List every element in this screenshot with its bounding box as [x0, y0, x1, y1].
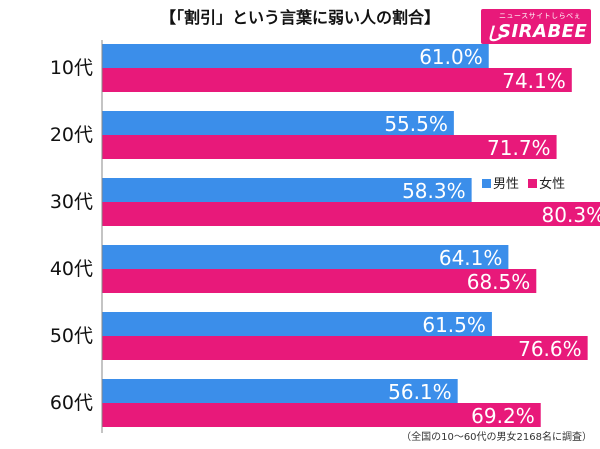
- bar-male: [102, 44, 489, 68]
- value-label-female: 71.7%: [487, 136, 551, 160]
- legend-label-female: 女性: [539, 177, 566, 192]
- value-label-female: 74.1%: [502, 69, 566, 93]
- bar-female: [102, 336, 588, 360]
- logo-subtext: ニュースサイトしらべぇ: [499, 12, 582, 20]
- value-label-female: 80.3%: [542, 203, 600, 227]
- value-label-male: 58.3%: [402, 179, 466, 203]
- footnote: （全国の10〜60代の男女2168名に調査）: [401, 432, 592, 443]
- sirabee-logo: し ニュースサイトしらべぇ SIRABEE: [481, 9, 591, 45]
- value-label-male: 56.1%: [388, 380, 452, 404]
- legend-item-female: 女性: [528, 177, 565, 192]
- category-label: 10代: [50, 57, 93, 79]
- legend: 男性 女性: [478, 172, 575, 193]
- bar-male: [102, 245, 509, 269]
- category-label: 60代: [50, 392, 93, 414]
- legend-item-male: 男性: [482, 177, 523, 192]
- bar-female: [102, 202, 600, 226]
- legend-label-male: 男性: [493, 177, 520, 192]
- category-label: 40代: [50, 258, 93, 280]
- value-label-male: 61.5%: [422, 313, 486, 337]
- value-label-male: 64.1%: [439, 246, 503, 270]
- logo-text: SIRABEE: [498, 21, 588, 42]
- category-label: 20代: [50, 124, 93, 146]
- bar-male: [102, 111, 454, 135]
- bar-male: [102, 178, 472, 202]
- value-label-female: 68.5%: [467, 270, 531, 294]
- bar-female: [102, 135, 557, 159]
- bars-group: 10代 61.0% 74.1% 20代 55.5% 71.7% 30代 58.3% 80.3% 4…: [50, 44, 600, 428]
- bar-female: [102, 68, 572, 92]
- value-label-male: 55.5%: [384, 112, 448, 136]
- value-label-female: 76.6%: [518, 337, 582, 361]
- value-label-female: 69.2%: [471, 404, 535, 428]
- legend-swatch-female: [528, 179, 538, 188]
- bar-male: [102, 379, 458, 403]
- legend-swatch-male: [482, 179, 491, 188]
- bar-male: [102, 312, 492, 336]
- chart-title: 【「割引」という言葉に弱い人の割合】: [159, 8, 440, 27]
- logo-mark: し: [485, 24, 503, 45]
- bar-female: [102, 269, 537, 293]
- category-label: 30代: [50, 191, 93, 213]
- bar-female: [102, 403, 541, 427]
- value-label-male: 61.0%: [419, 45, 483, 69]
- category-label: 50代: [50, 325, 93, 347]
